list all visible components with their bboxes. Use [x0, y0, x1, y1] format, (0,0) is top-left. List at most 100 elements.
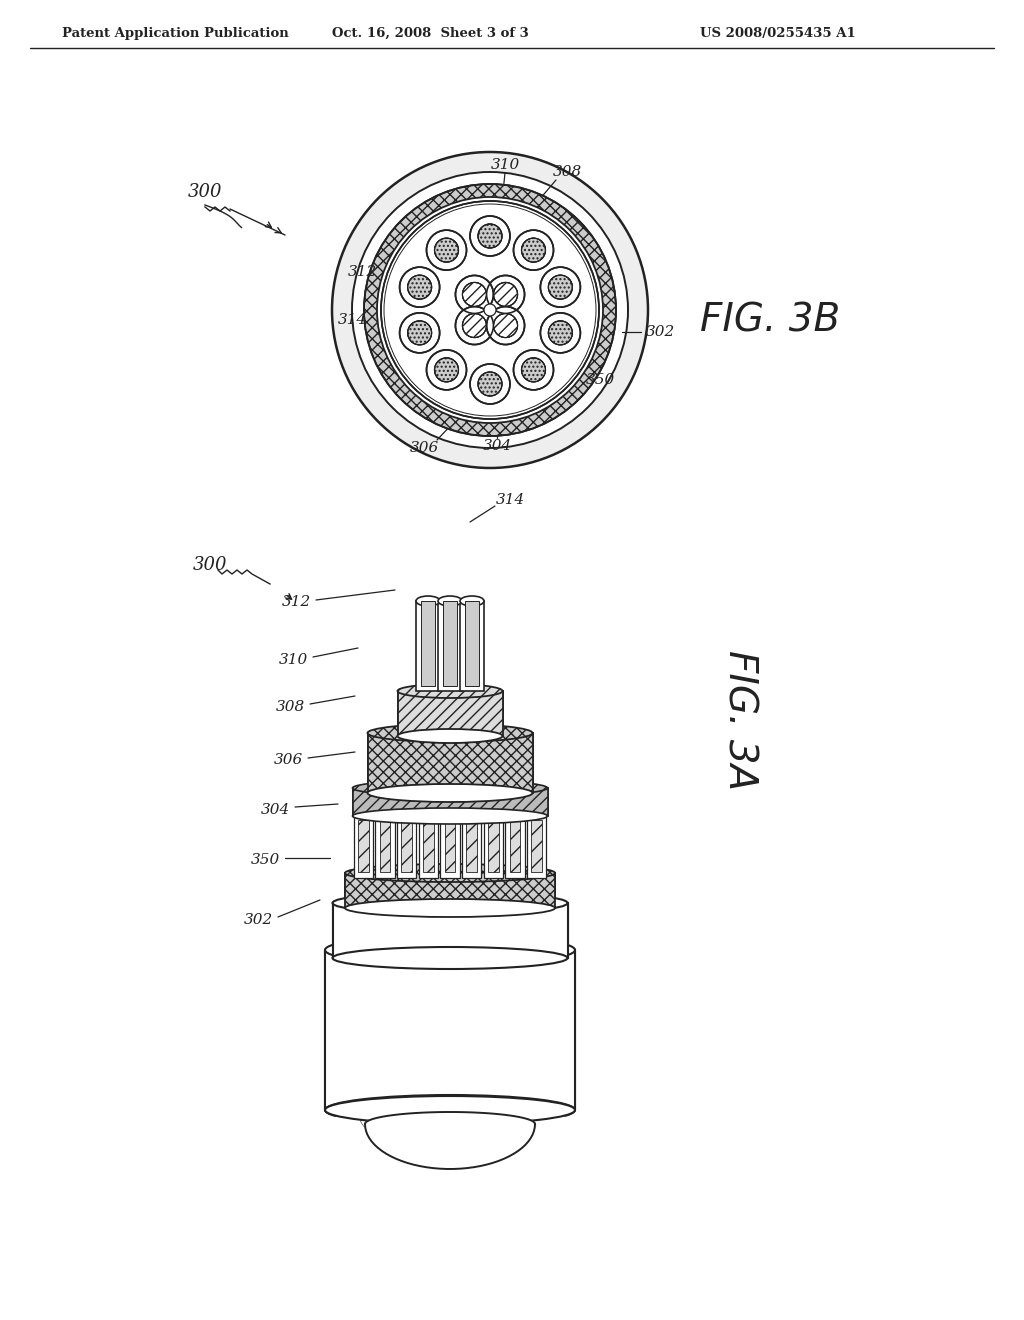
- Bar: [460, 601, 484, 690]
- Circle shape: [434, 238, 459, 263]
- Circle shape: [408, 321, 432, 345]
- Text: Patent Application Publication: Patent Application Publication: [62, 26, 289, 40]
- Circle shape: [486, 276, 524, 313]
- Text: Oct. 16, 2008  Sheet 3 of 3: Oct. 16, 2008 Sheet 3 of 3: [332, 26, 528, 40]
- Circle shape: [521, 238, 546, 263]
- Circle shape: [364, 183, 616, 436]
- Polygon shape: [365, 1111, 535, 1170]
- Ellipse shape: [376, 808, 394, 818]
- Circle shape: [456, 276, 494, 313]
- Bar: [358, 820, 369, 871]
- Circle shape: [377, 197, 603, 422]
- Ellipse shape: [397, 684, 503, 698]
- Circle shape: [408, 275, 432, 300]
- Text: 300: 300: [187, 183, 222, 201]
- Text: 314: 314: [496, 492, 524, 507]
- Circle shape: [549, 275, 572, 300]
- Circle shape: [541, 313, 581, 352]
- Bar: [462, 813, 481, 878]
- Circle shape: [399, 267, 439, 308]
- Ellipse shape: [352, 808, 548, 824]
- Bar: [354, 813, 373, 878]
- Circle shape: [427, 350, 467, 389]
- Circle shape: [381, 201, 599, 418]
- Bar: [510, 820, 520, 871]
- Ellipse shape: [354, 808, 373, 818]
- Ellipse shape: [438, 597, 462, 606]
- Text: FIG. 3B: FIG. 3B: [700, 301, 840, 339]
- Text: 312: 312: [282, 595, 310, 609]
- Ellipse shape: [333, 946, 567, 969]
- Circle shape: [434, 358, 459, 381]
- Bar: [531, 820, 542, 871]
- Ellipse shape: [397, 808, 416, 818]
- Circle shape: [332, 152, 648, 469]
- Circle shape: [513, 230, 554, 271]
- Text: FIG. 3A: FIG. 3A: [720, 649, 758, 791]
- Circle shape: [486, 306, 524, 345]
- Text: 308: 308: [552, 165, 582, 180]
- Circle shape: [456, 306, 494, 345]
- Circle shape: [427, 230, 467, 271]
- Bar: [443, 601, 457, 686]
- Text: 314: 314: [337, 313, 367, 327]
- Ellipse shape: [483, 808, 503, 818]
- Bar: [422, 601, 434, 686]
- Bar: [444, 820, 456, 871]
- Circle shape: [513, 350, 554, 389]
- Text: 310: 310: [490, 158, 519, 172]
- Circle shape: [549, 321, 572, 345]
- Text: 300: 300: [193, 556, 227, 574]
- Ellipse shape: [345, 899, 555, 917]
- Bar: [419, 813, 438, 878]
- Bar: [345, 873, 555, 908]
- Ellipse shape: [460, 597, 484, 606]
- Ellipse shape: [368, 784, 532, 803]
- Bar: [401, 820, 412, 871]
- Bar: [465, 601, 478, 686]
- Text: 350: 350: [251, 853, 280, 867]
- Ellipse shape: [325, 1096, 575, 1125]
- Ellipse shape: [333, 892, 567, 913]
- Circle shape: [463, 282, 486, 306]
- Ellipse shape: [397, 729, 503, 743]
- Circle shape: [484, 304, 496, 315]
- Text: 302: 302: [244, 913, 272, 927]
- Bar: [397, 690, 503, 737]
- Circle shape: [470, 216, 510, 256]
- Ellipse shape: [325, 935, 575, 965]
- Circle shape: [494, 282, 517, 306]
- Text: 302: 302: [645, 325, 675, 339]
- Ellipse shape: [419, 808, 438, 818]
- Bar: [466, 820, 477, 871]
- Circle shape: [463, 314, 486, 338]
- Bar: [527, 813, 546, 878]
- Circle shape: [399, 313, 439, 352]
- Ellipse shape: [462, 808, 481, 818]
- Text: 312: 312: [347, 265, 377, 279]
- Bar: [438, 601, 462, 690]
- Text: 306: 306: [273, 752, 303, 767]
- Ellipse shape: [440, 808, 460, 818]
- Circle shape: [521, 358, 546, 381]
- Bar: [397, 813, 416, 878]
- Text: 306: 306: [410, 441, 438, 455]
- Ellipse shape: [368, 723, 532, 742]
- Ellipse shape: [325, 1096, 575, 1125]
- Text: 304: 304: [260, 803, 290, 817]
- Ellipse shape: [345, 865, 555, 882]
- Bar: [483, 813, 503, 878]
- Polygon shape: [325, 950, 575, 1110]
- Circle shape: [352, 172, 628, 447]
- Circle shape: [478, 372, 502, 396]
- Text: 310: 310: [279, 653, 307, 667]
- Bar: [333, 903, 567, 958]
- Bar: [380, 820, 390, 871]
- Bar: [368, 733, 532, 793]
- Bar: [487, 820, 499, 871]
- Ellipse shape: [416, 597, 440, 606]
- Ellipse shape: [506, 808, 524, 818]
- Text: 304: 304: [482, 440, 512, 453]
- Bar: [506, 813, 524, 878]
- Circle shape: [494, 314, 517, 338]
